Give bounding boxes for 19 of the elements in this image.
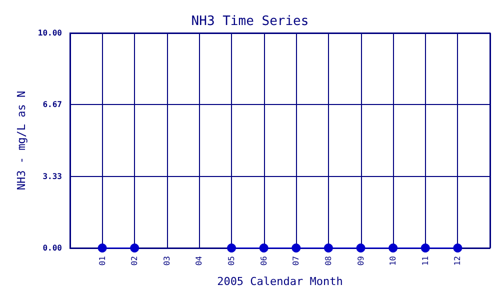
y-tick-label: 0.00 — [42, 244, 62, 252]
x-tick-label: 11 — [420, 256, 430, 266]
x-tick-label: 12 — [453, 256, 462, 266]
chart-title: NH3 Time Series — [191, 14, 309, 29]
x-tick-label: 07 — [292, 256, 301, 266]
x-tick-label: 02 — [130, 256, 140, 266]
x-tick-label: 01 — [98, 256, 107, 266]
y-axis-title: NH3 - mg/L as N — [15, 90, 28, 190]
x-tick-label: 06 — [259, 256, 268, 266]
y-tick-label: 10.00 — [38, 28, 62, 38]
x-tick-label: 04 — [194, 256, 204, 266]
y-tick-label: 6.67 — [42, 100, 62, 110]
y-tick-label: 3.33 — [42, 172, 62, 181]
x-tick-label: 03 — [162, 256, 172, 266]
x-tick-label: 05 — [227, 256, 236, 266]
x-tick-label: 09 — [356, 256, 366, 266]
x-tick-label: 08 — [324, 256, 333, 266]
x-axis-title: 2005 Calendar Month — [217, 275, 343, 288]
x-tick-label: 10 — [388, 256, 398, 266]
